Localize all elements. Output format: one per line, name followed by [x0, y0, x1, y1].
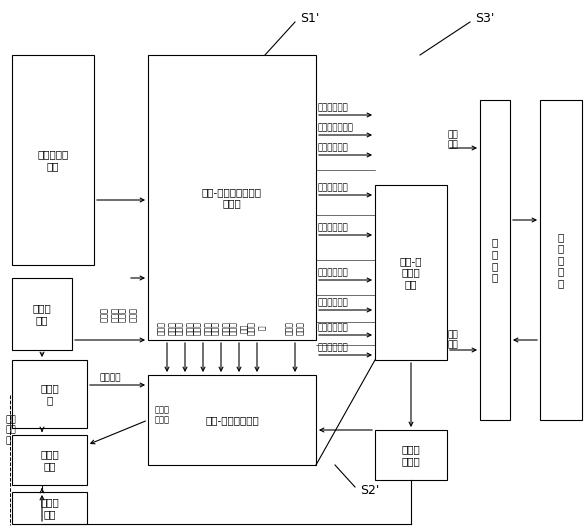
Text: 目的寄存器索引: 目的寄存器索引 — [318, 123, 354, 132]
Bar — [148, 55, 316, 340]
Text: 寄存器
索引: 寄存器 索引 — [230, 321, 249, 335]
Text: 指令存
储器: 指令存 储器 — [33, 303, 52, 325]
Bar — [12, 278, 72, 350]
Bar — [12, 492, 87, 524]
Text: 访存
请求: 访存 请求 — [448, 130, 459, 149]
Text: 向量数据类型: 向量数据类型 — [318, 223, 349, 232]
Text: S3': S3' — [475, 12, 495, 24]
Text: 向量寄
存器: 向量寄 存器 — [40, 449, 59, 471]
Text: 向量访存状态: 向量访存状态 — [318, 298, 349, 307]
Text: 访存冒
险判断: 访存冒 险判断 — [100, 307, 120, 322]
Text: 写回源
操作数: 写回源 操作数 — [155, 405, 170, 425]
Bar — [480, 100, 510, 420]
Bar — [12, 435, 87, 485]
Text: 向量写
回仲裁: 向量写 回仲裁 — [402, 444, 420, 466]
Text: 标量寄
存器: 标量寄 存器 — [40, 497, 59, 519]
Text: S1': S1' — [301, 12, 320, 24]
Text: 写回对比标识: 写回对比标识 — [318, 103, 349, 112]
Text: 数
据
存
储
器: 数 据 存 储 器 — [558, 232, 564, 288]
Text: 空满状
态: 空满状 态 — [247, 321, 266, 335]
Text: S2': S2' — [360, 484, 380, 496]
Bar — [540, 100, 582, 420]
Text: 标量-向量派遣单元: 标量-向量派遣单元 — [205, 415, 259, 425]
Text: 访存冒
险判断: 访存冒 险判断 — [157, 321, 177, 335]
Text: 向量访
存类型: 向量访 存类型 — [193, 321, 212, 335]
Bar — [375, 430, 447, 480]
Text: 向量数
据类型: 向量数 据类型 — [176, 321, 195, 335]
Text: 指令控制信息: 指令控制信息 — [318, 323, 349, 332]
Bar — [12, 55, 94, 265]
Text: 数据冒
险判断: 数据冒 险判断 — [285, 321, 305, 335]
Bar — [148, 375, 316, 465]
Text: 指令派
遣控制: 指令派 遣控制 — [211, 321, 231, 335]
Text: 标量-向量指令滞外监
控单元: 标量-向量指令滞外监 控单元 — [202, 187, 262, 209]
Text: 向量访存类型: 向量访存类型 — [318, 268, 349, 277]
Text: 数
据
总
线: 数 据 总 线 — [492, 238, 498, 282]
Text: 译码单
元: 译码单 元 — [40, 383, 59, 405]
Text: 标量-向
量访存
单元: 标量-向 量访存 单元 — [400, 256, 422, 289]
Text: 系统状态寄
存器: 系统状态寄 存器 — [38, 149, 69, 171]
Text: 指令退休使能: 指令退休使能 — [318, 143, 349, 152]
Text: 寄存
器索
引: 寄存 器索 引 — [5, 415, 16, 445]
Bar — [12, 360, 87, 428]
Bar — [375, 185, 447, 360]
Text: 写回源操作数: 写回源操作数 — [318, 343, 349, 352]
Text: 向量访存基址: 向量访存基址 — [318, 183, 349, 192]
Text: 访存
写回: 访存 写回 — [448, 330, 459, 350]
Text: 向量指令: 向量指令 — [100, 373, 122, 383]
Text: 向量数
据类型: 向量数 据类型 — [119, 307, 138, 322]
